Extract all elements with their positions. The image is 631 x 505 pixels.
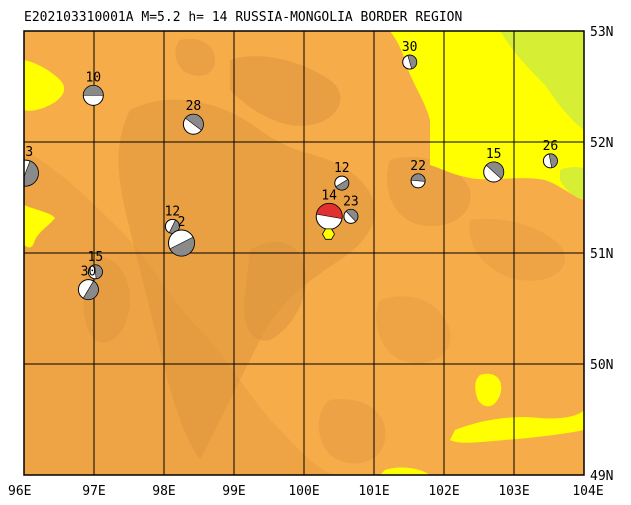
compressional-quadrant bbox=[84, 287, 97, 295]
compressional-quadrant bbox=[24, 172, 37, 178]
longitude-label: 99E bbox=[222, 484, 245, 499]
compressional-quadrant bbox=[407, 54, 417, 70]
focal-mechanism[interactable]: 28 bbox=[182, 99, 204, 135]
event-depth-label: 22 bbox=[410, 159, 426, 174]
event-depth-label: 12 bbox=[334, 161, 350, 176]
focal-mechanism[interactable]: 12 bbox=[334, 161, 350, 191]
lowland-green bbox=[500, 31, 584, 200]
focal-mechanism[interactable]: 15 bbox=[88, 250, 104, 280]
event-depth-label: 30 bbox=[81, 265, 97, 280]
compressional-quadrant bbox=[179, 238, 187, 254]
compressional-quadrant bbox=[92, 271, 102, 273]
longitude-label: 96E bbox=[8, 484, 31, 499]
latitude-label: 51N bbox=[590, 247, 613, 262]
compressional-quadrant bbox=[345, 209, 359, 222]
longitude-label: 97E bbox=[82, 484, 105, 499]
focal-mechanism[interactable]: 26 bbox=[543, 139, 559, 169]
longitude-label: 100E bbox=[288, 484, 319, 499]
latitude-label: 52N bbox=[590, 136, 613, 151]
compressional-quadrant bbox=[169, 225, 179, 230]
focal-mechanism[interactable]: 10 bbox=[82, 70, 104, 106]
compressional-quadrant bbox=[348, 212, 356, 219]
focal-mechanism[interactable]: 30 bbox=[402, 40, 418, 70]
compressional-quadrant bbox=[190, 117, 199, 128]
compressional-quadrant bbox=[328, 204, 332, 222]
compressional-quadrant bbox=[94, 264, 103, 280]
compressional-quadrant bbox=[547, 159, 557, 162]
focal-mechanism[interactable]: 23 bbox=[12, 145, 39, 187]
event-depth-label: 28 bbox=[186, 99, 202, 114]
event-depth-label: 30 bbox=[402, 40, 418, 55]
event-depth-label: 23 bbox=[18, 145, 34, 160]
focal-mechanism[interactable]: 2 bbox=[168, 215, 195, 257]
longitude-label: 104E bbox=[572, 484, 603, 499]
event-depth-label: 15 bbox=[88, 250, 104, 265]
graticule bbox=[24, 31, 584, 475]
compressional-quadrant bbox=[335, 178, 350, 191]
event-depth-label: 2 bbox=[178, 215, 186, 230]
compressional-quadrant bbox=[548, 153, 558, 169]
latitude-label: 49N bbox=[590, 469, 613, 484]
latitude-label: 53N bbox=[590, 25, 613, 40]
focal-mechanism[interactable]: 15 bbox=[483, 147, 505, 183]
compressional-quadrant bbox=[316, 203, 343, 219]
compressional-quadrant bbox=[24, 160, 39, 187]
latitude-labels: 53N 52N 51N 50N 49N bbox=[590, 25, 613, 484]
event-depth-label: 14 bbox=[321, 188, 337, 203]
event-depth-label: 15 bbox=[486, 147, 502, 162]
longitude-labels: 96E 97E 98E 99E 100E 101E 102E 103E 104E bbox=[8, 484, 604, 499]
compressional-quadrant bbox=[340, 180, 346, 189]
compressional-quadrant bbox=[168, 219, 180, 234]
longitude-label: 98E bbox=[152, 484, 175, 499]
compressional-quadrant bbox=[169, 236, 195, 257]
map-frame bbox=[23, 30, 585, 476]
epicenter-hexagon-icon[interactable] bbox=[322, 228, 335, 240]
event-depth-label: 12 bbox=[165, 204, 181, 219]
longitude-label: 102E bbox=[428, 484, 459, 499]
compressional-quadrant bbox=[184, 114, 204, 131]
compressional-quadrant bbox=[82, 280, 99, 300]
event-depth-label: 10 bbox=[85, 70, 101, 85]
compressional-quadrant bbox=[407, 60, 416, 63]
latitude-label: 50N bbox=[590, 358, 613, 373]
focal-mechanism[interactable]: 30 bbox=[77, 265, 99, 301]
focal-mechanism[interactable]: 23 bbox=[343, 194, 359, 224]
focal-mechanism[interactable]: 22 bbox=[410, 159, 426, 189]
compressional-quadrant bbox=[410, 173, 426, 182]
compressional-quadrant bbox=[82, 85, 104, 96]
event-depth-label: 23 bbox=[343, 194, 359, 209]
compressional-quadrant bbox=[485, 161, 504, 180]
terrain-relief bbox=[24, 38, 566, 475]
longitude-label: 101E bbox=[358, 484, 389, 499]
event-depth-label: 26 bbox=[543, 139, 559, 154]
compressional-quadrant bbox=[417, 174, 419, 184]
map-title: E202103310001A M=5.2 h= 14 RUSSIA-MONGOL… bbox=[24, 10, 462, 25]
longitude-label: 103E bbox=[498, 484, 529, 499]
compressional-quadrant bbox=[491, 165, 500, 175]
